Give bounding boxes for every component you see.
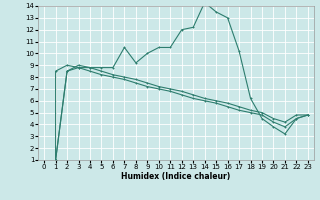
X-axis label: Humidex (Indice chaleur): Humidex (Indice chaleur) xyxy=(121,172,231,181)
